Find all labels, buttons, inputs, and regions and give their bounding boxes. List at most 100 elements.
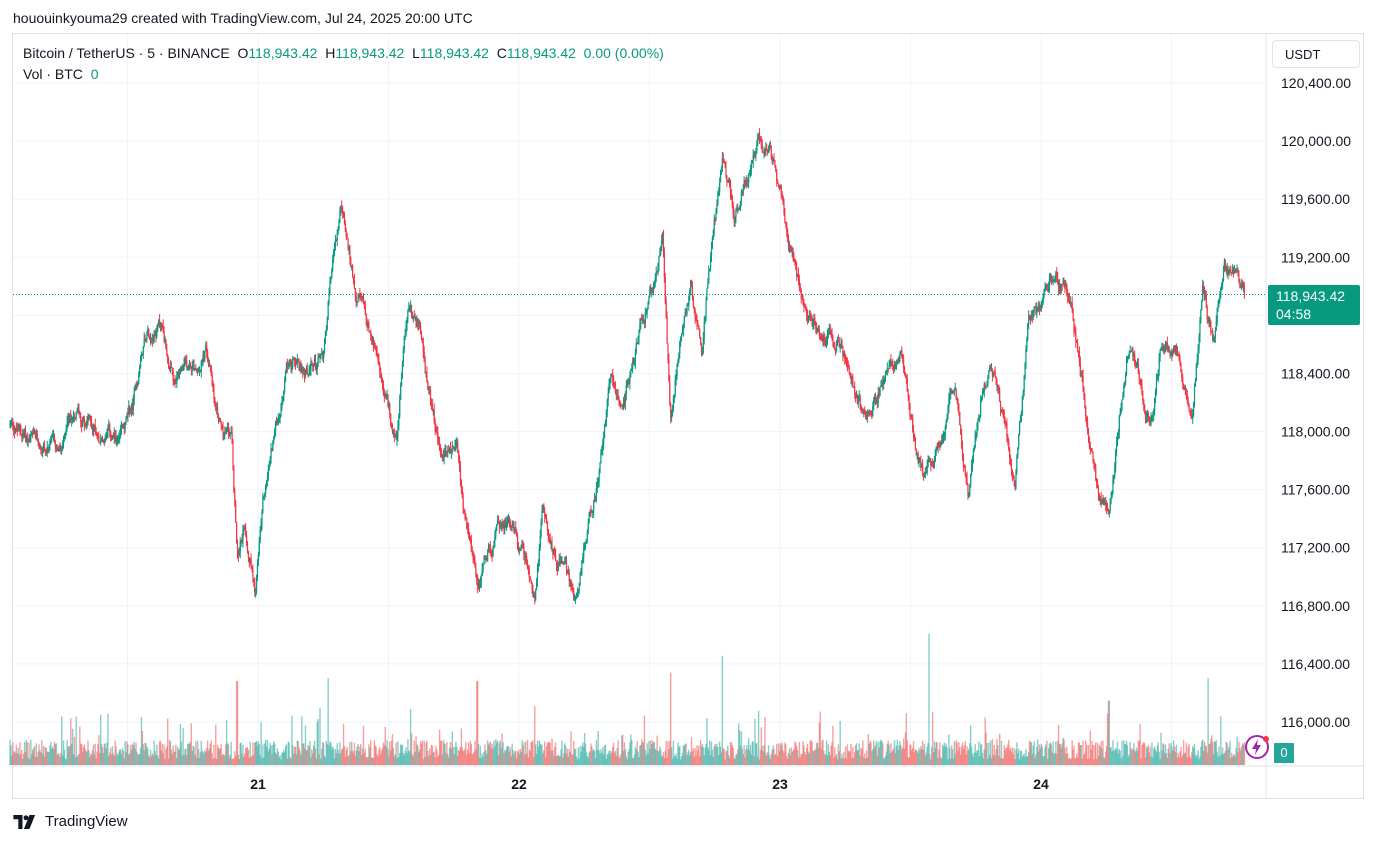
candle-body bbox=[730, 194, 733, 196]
currency-button[interactable]: USDT bbox=[1272, 40, 1360, 68]
volume-bar bbox=[1046, 740, 1048, 765]
volume-bar bbox=[75, 716, 77, 765]
volume-bar bbox=[209, 743, 212, 765]
volume-bar bbox=[116, 753, 118, 765]
candle-body bbox=[1095, 468, 1097, 480]
candle-body bbox=[871, 415, 873, 417]
candle-body bbox=[866, 412, 868, 418]
candle-body bbox=[175, 382, 177, 384]
volume-bar bbox=[157, 755, 159, 765]
candle-body bbox=[160, 323, 162, 327]
x-tick-label: 22 bbox=[511, 776, 527, 792]
candle-body bbox=[933, 460, 936, 465]
volume-bar bbox=[240, 742, 242, 765]
candle-body bbox=[178, 369, 181, 376]
symbol-legend[interactable]: Bitcoin / TetherUS · 5 · BINANCE O118,94… bbox=[23, 45, 664, 61]
volume-bar bbox=[781, 742, 783, 765]
candle-body bbox=[1215, 321, 1217, 331]
candle-body bbox=[1140, 379, 1142, 385]
volume-bar bbox=[472, 753, 474, 765]
volume-bar bbox=[148, 757, 151, 765]
candle-body bbox=[66, 420, 68, 428]
candle-body bbox=[814, 318, 816, 326]
candle-body bbox=[257, 554, 259, 565]
candle-body bbox=[396, 435, 398, 440]
volume-bar bbox=[853, 752, 856, 765]
candle-body bbox=[649, 287, 651, 296]
volume-bar bbox=[1003, 745, 1005, 765]
candle-body bbox=[476, 574, 478, 580]
volume-bar bbox=[719, 746, 722, 765]
volume-bar bbox=[527, 757, 530, 765]
volume-bar bbox=[1084, 752, 1086, 765]
candle-body bbox=[274, 431, 276, 438]
candle-body bbox=[158, 320, 161, 324]
candle-body bbox=[1131, 348, 1133, 352]
symbol-name[interactable]: Bitcoin / TetherUS · 5 · BINANCE bbox=[23, 45, 230, 61]
candle-body bbox=[903, 367, 906, 376]
tradingview-brand[interactable]: TradingView bbox=[13, 813, 128, 830]
candle-body bbox=[434, 421, 436, 429]
volume-bar bbox=[699, 739, 702, 765]
volume-bar bbox=[244, 747, 247, 765]
volume-bar bbox=[285, 744, 288, 765]
candle-body bbox=[592, 511, 594, 514]
volume-bar bbox=[268, 748, 270, 765]
volume-bar bbox=[876, 755, 879, 765]
volume-bar bbox=[865, 750, 868, 765]
candle-body bbox=[865, 417, 868, 419]
volume-bar bbox=[43, 756, 46, 765]
candle-body bbox=[1201, 301, 1203, 310]
volume-bar bbox=[540, 744, 542, 765]
volume-bar bbox=[800, 753, 802, 765]
volume-bar bbox=[544, 757, 547, 765]
volume-bar bbox=[457, 756, 459, 765]
candle-body bbox=[1200, 309, 1202, 321]
candle-body bbox=[81, 421, 83, 427]
volume-bar bbox=[467, 742, 470, 765]
candle-body bbox=[856, 396, 858, 404]
candle-body bbox=[1135, 364, 1138, 366]
volume-bar bbox=[912, 741, 915, 765]
volume-bar bbox=[569, 752, 571, 765]
candle-body bbox=[629, 375, 631, 383]
candle-body bbox=[767, 149, 770, 154]
volume-legend[interactable]: Vol · BTC 0 bbox=[23, 66, 98, 82]
volume-bar bbox=[66, 740, 68, 765]
candle-body bbox=[361, 296, 363, 298]
y-tick-label: 116,800.00 bbox=[1281, 598, 1350, 614]
volume-bar bbox=[1062, 737, 1064, 765]
volume-bar bbox=[1043, 756, 1045, 765]
candle-body bbox=[745, 182, 747, 184]
candle-body bbox=[780, 186, 782, 194]
candle-body bbox=[221, 424, 223, 426]
candle-body bbox=[197, 371, 200, 373]
volume-bar bbox=[785, 744, 787, 765]
candle-body bbox=[801, 297, 803, 299]
candle-body bbox=[922, 473, 925, 478]
candle-body bbox=[1046, 285, 1048, 287]
candle-body bbox=[87, 419, 89, 421]
volume-bar bbox=[195, 741, 197, 765]
volume-bar bbox=[119, 749, 122, 765]
volume-bar bbox=[61, 716, 63, 765]
volume-bar bbox=[85, 751, 87, 765]
volume-bar bbox=[603, 745, 606, 765]
volume-bar bbox=[343, 745, 346, 765]
candle-body bbox=[1012, 476, 1014, 480]
volume-bar bbox=[1168, 743, 1170, 765]
flash-icon[interactable] bbox=[1244, 734, 1270, 760]
volume-bar bbox=[756, 743, 758, 765]
candle-body bbox=[642, 319, 644, 321]
candle-body bbox=[702, 338, 704, 353]
volume-bar bbox=[710, 741, 713, 765]
candle-body bbox=[299, 365, 301, 371]
volume-bar bbox=[1157, 742, 1159, 765]
volume-bar bbox=[1078, 742, 1081, 765]
candle-body bbox=[65, 427, 67, 434]
candle-body bbox=[911, 416, 913, 419]
candle-body bbox=[1064, 285, 1066, 288]
volume-bar bbox=[399, 752, 401, 765]
candle-body bbox=[962, 455, 965, 466]
